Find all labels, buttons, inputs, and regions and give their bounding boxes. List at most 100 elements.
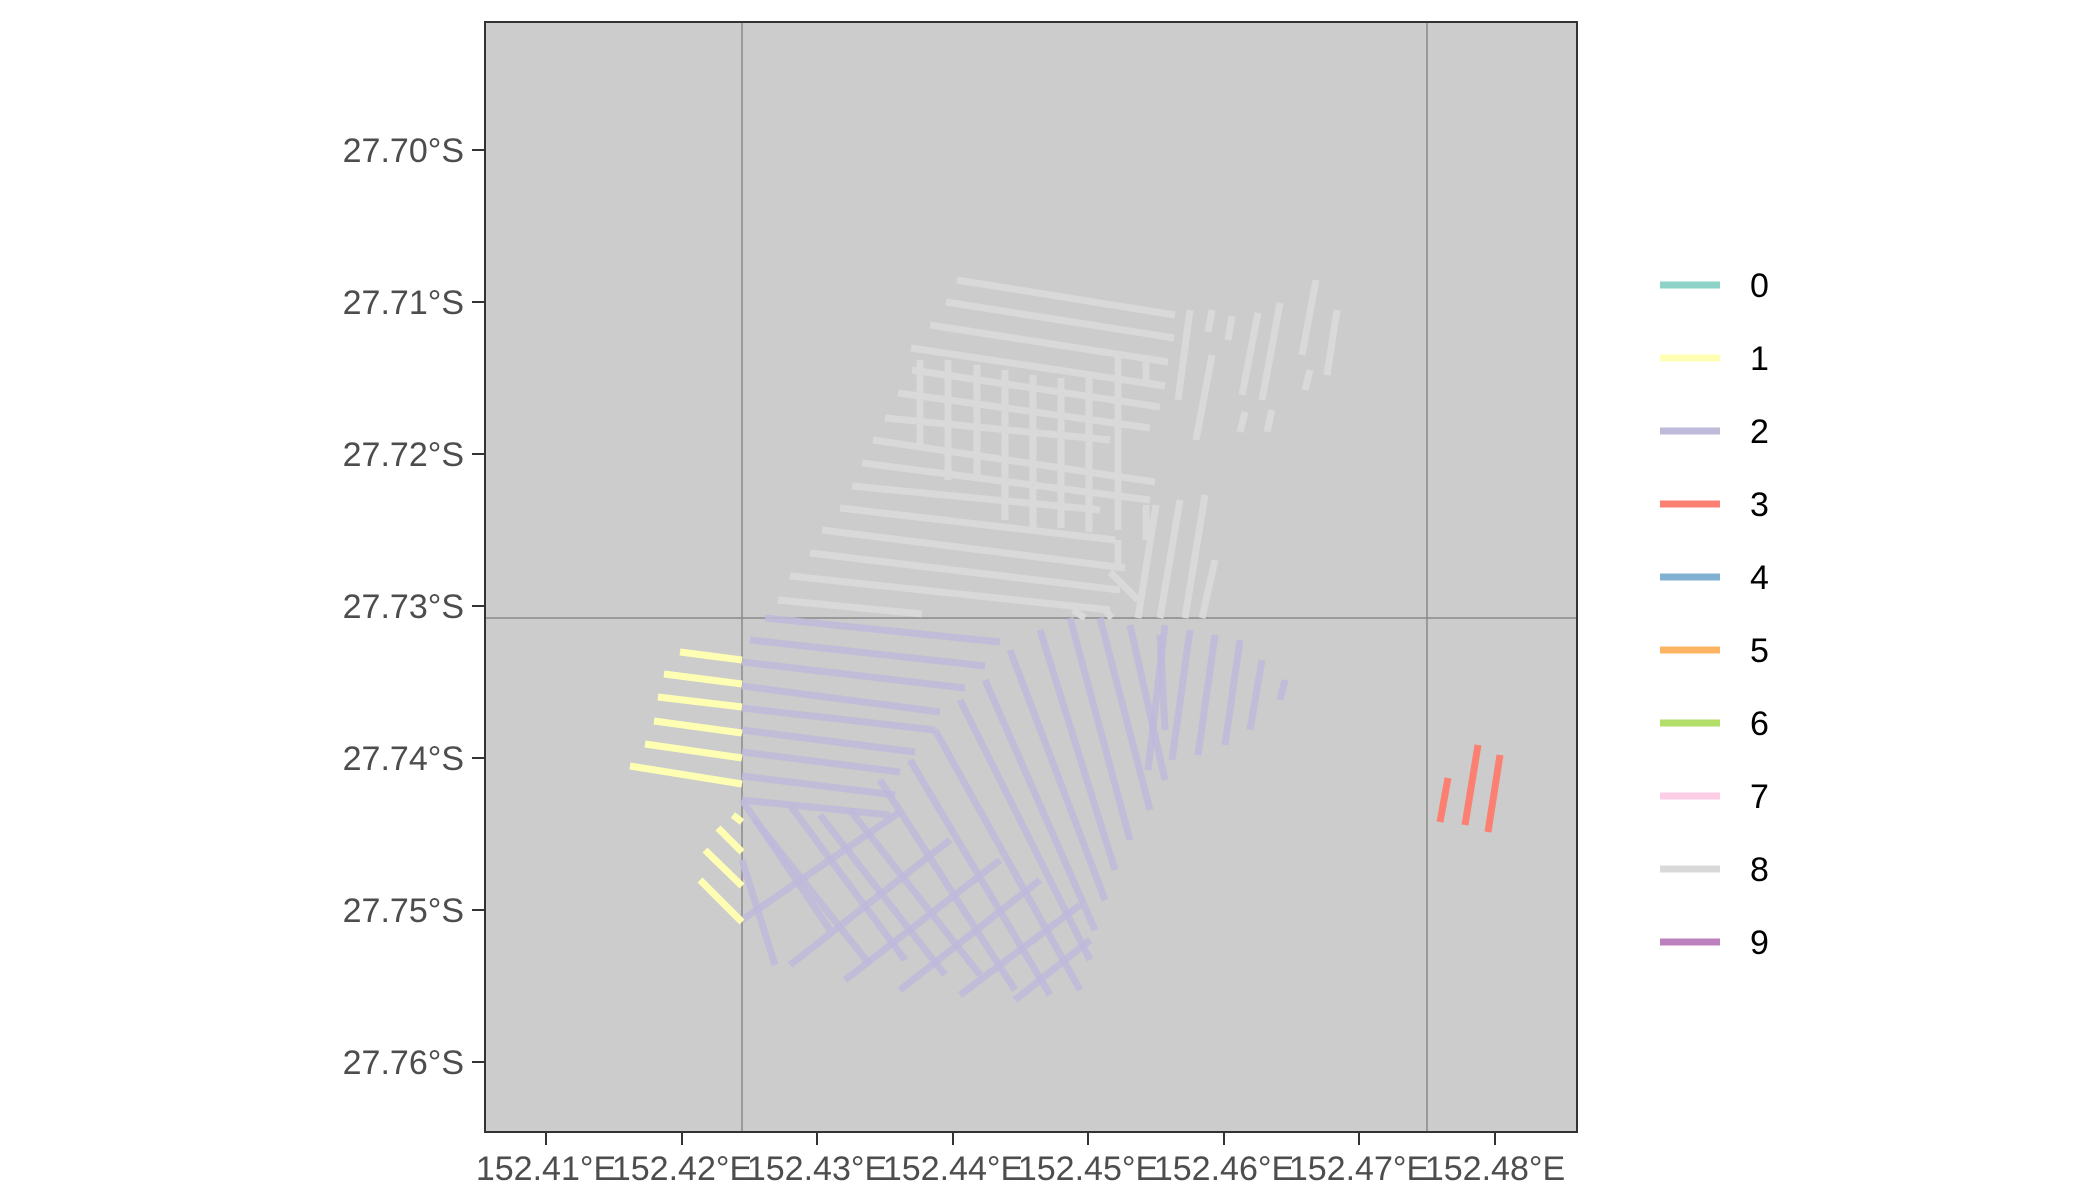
track-line [777, 596, 923, 618]
legend-entry-8[interactable]: 8 [1660, 851, 1769, 889]
legend-label: 1 [1750, 340, 1769, 378]
track-line [877, 778, 1018, 992]
track-line [1301, 369, 1314, 391]
track-line [629, 762, 743, 788]
track-line [1168, 629, 1194, 761]
tracks-group-2 [738, 614, 1289, 1003]
tracks-group-3 [1436, 744, 1504, 833]
legend-entry-2[interactable]: 2 [1660, 413, 1769, 451]
track-line [1194, 634, 1219, 756]
legend-label: 6 [1750, 705, 1769, 743]
tracks-group-1 [629, 648, 745, 925]
track-line [1107, 569, 1141, 603]
track-line [741, 704, 936, 734]
track-line [653, 717, 743, 737]
legend-entry-7[interactable]: 7 [1660, 778, 1769, 816]
track-line [910, 344, 1166, 390]
track-line [644, 740, 743, 762]
track-line [1204, 309, 1216, 333]
legend-label: 2 [1750, 413, 1769, 451]
legend-label: 7 [1750, 778, 1769, 816]
y-tick-label: 27.74°S [343, 740, 464, 778]
x-tick-label: 152.43°E [747, 1150, 887, 1188]
track-line [749, 636, 986, 670]
track-line [787, 802, 908, 963]
track-line [741, 726, 916, 756]
track-line [752, 817, 873, 968]
track-line [730, 812, 745, 825]
y-tick-label: 27.73°S [343, 588, 464, 626]
track-line [1096, 617, 1154, 811]
track-line [1323, 309, 1341, 376]
x-tick-label: 152.46°E [1154, 1150, 1294, 1188]
track-line [663, 670, 743, 688]
legend-entry-5[interactable]: 5 [1660, 632, 1769, 670]
track-line [1236, 411, 1249, 433]
track-line [809, 549, 1121, 594]
y-tick-label: 27.71°S [343, 284, 464, 322]
legend-entry-9[interactable]: 9 [1660, 924, 1769, 962]
legend-label: 3 [1750, 486, 1769, 524]
track-line [1144, 624, 1169, 771]
track-line [945, 298, 1175, 342]
x-tick-label: 152.42°E [612, 1150, 752, 1188]
x-tick-label: 152.44°E [883, 1150, 1023, 1188]
track-line [1484, 754, 1504, 833]
tracks-group-8-upper [777, 276, 1341, 621]
track-line [1263, 409, 1276, 433]
track-line [1126, 624, 1169, 781]
legend-entry-3[interactable]: 3 [1660, 486, 1769, 524]
track-line [1181, 494, 1209, 619]
track-line [1066, 617, 1134, 841]
track-line [981, 678, 1099, 932]
track-line [897, 877, 1043, 993]
track-line [839, 504, 1116, 544]
map-panel[interactable] [484, 21, 1578, 1133]
panel-border [484, 21, 1578, 1133]
track-line [657, 693, 743, 711]
legend-label: 9 [1750, 924, 1769, 962]
legend-label: 0 [1750, 267, 1769, 305]
legend-entry-6[interactable]: 6 [1660, 705, 1769, 743]
track-line [764, 614, 1001, 646]
legend-label: 5 [1750, 632, 1769, 670]
track-line [1221, 639, 1244, 746]
legend-entry-4[interactable]: 4 [1660, 559, 1769, 597]
x-tick-label: 152.45°E [1018, 1150, 1158, 1188]
track-line [1071, 607, 1087, 621]
track-line [789, 572, 1111, 614]
track-line [1102, 607, 1115, 621]
legend-entry-1[interactable]: 1 [1660, 340, 1769, 378]
track-line [702, 847, 745, 889]
track-line [956, 276, 1176, 319]
track-line [1436, 777, 1452, 823]
track-line [1006, 648, 1109, 902]
track-line [679, 648, 743, 664]
track-line [715, 825, 745, 855]
x-tick-label: 152.47°E [1289, 1150, 1429, 1188]
track-line [821, 526, 1126, 572]
track-line [1246, 659, 1266, 731]
track-line [1192, 354, 1216, 441]
track-line [1298, 279, 1320, 356]
legend-label: 4 [1750, 559, 1769, 597]
track-line [1224, 315, 1236, 341]
track-line [741, 658, 966, 692]
legend-label: 8 [1750, 851, 1769, 889]
track-line [842, 857, 1003, 983]
x-tick-label: 152.41°E [476, 1150, 616, 1188]
track-line [1156, 499, 1184, 619]
track-line [1258, 302, 1284, 401]
y-tick-label: 27.70°S [343, 132, 464, 170]
legend-entry-0[interactable]: 0 [1660, 267, 1769, 305]
track-line [1276, 679, 1289, 701]
track-line [1174, 309, 1194, 401]
track-line [1198, 559, 1219, 619]
track-line [1238, 312, 1262, 396]
track-line [929, 321, 1169, 366]
track-line [741, 772, 896, 799]
track-line [872, 436, 1156, 486]
legend: 0 1 2 3 4 5 6 7 [1660, 267, 1769, 962]
y-axis: 27.70°S 27.71°S 27.72°S 27.73°S 27.74°S … [343, 132, 485, 1082]
